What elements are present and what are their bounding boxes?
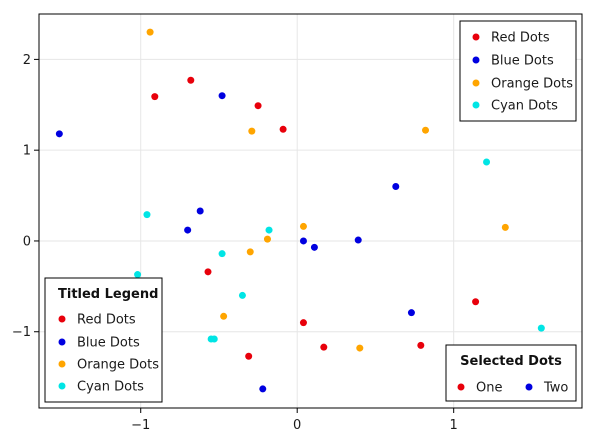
legend-marker-cyan — [472, 101, 480, 109]
legend-label-cyan: Cyan Dots — [491, 99, 558, 114]
legend-entry: Blue Dots — [472, 54, 554, 69]
data-point-red-dots — [279, 125, 287, 133]
data-point-red-dots — [417, 341, 425, 349]
plot-frame — [38, 13, 583, 409]
data-point-red-dots — [151, 93, 159, 101]
legend-marker-red — [472, 33, 480, 41]
data-point-cyan-dots — [265, 226, 273, 234]
legend-titled-title: Titled Legend — [58, 287, 158, 302]
data-point-red-dots — [299, 319, 307, 327]
legend-marker-red — [58, 315, 66, 323]
data-point-blue-dots — [354, 236, 362, 244]
y-tick-label: 1 — [23, 144, 31, 159]
data-point-cyan-dots — [210, 335, 218, 343]
legend-label-blue: Blue Dots — [77, 336, 140, 351]
y-tick-label: 0 — [23, 234, 31, 249]
data-point-orange-dots — [146, 28, 154, 36]
legend-marker-blue — [472, 56, 480, 64]
legend-label-blue: Blue Dots — [491, 54, 554, 69]
legend-top-right: Red Dots Blue Dots Orange Dots Cyan Dots — [459, 20, 577, 122]
data-point-cyan-dots — [218, 250, 226, 258]
x-tick-label: 1 — [450, 418, 458, 433]
legend-marker-orange — [58, 360, 66, 368]
data-points — [55, 28, 545, 393]
data-point-orange-dots — [422, 126, 430, 134]
data-point-orange-dots — [501, 223, 509, 231]
legend-entry: One — [457, 381, 502, 396]
data-point-orange-dots — [246, 248, 254, 256]
legend-selected-frame — [445, 344, 577, 402]
data-point-blue-dots — [310, 243, 318, 251]
data-point-red-dots — [254, 102, 262, 110]
legend-label-orange: Orange Dots — [77, 358, 159, 373]
legend-label-one: One — [476, 381, 502, 396]
legend-entry: Blue Dots — [58, 336, 140, 351]
legend-marker-cyan — [58, 382, 66, 390]
data-point-blue-dots — [299, 237, 307, 245]
y-tick-label: 2 — [23, 53, 31, 68]
legend-entry: Orange Dots — [58, 358, 159, 373]
legend-entry: Cyan Dots — [472, 99, 558, 114]
legend-label-two: Two — [543, 381, 568, 396]
legend-selected-title: Selected Dots — [460, 354, 562, 369]
legend-label-orange: Orange Dots — [491, 77, 573, 92]
data-point-cyan-dots — [134, 271, 142, 279]
axis-ticks: −1 0 1 −1 0 1 2 — [12, 53, 458, 433]
data-point-blue-dots — [184, 226, 192, 234]
data-point-red-dots — [245, 352, 253, 360]
legend-marker-orange — [472, 79, 480, 87]
x-tick-label: −1 — [131, 418, 150, 433]
x-tick-label: 0 — [293, 418, 301, 433]
legend-entry: Orange Dots — [472, 77, 573, 92]
legend-entry: Two — [525, 381, 568, 396]
legend-selected: Selected Dots One Two — [445, 344, 577, 402]
legend-label-cyan: Cyan Dots — [77, 380, 144, 395]
data-point-blue-dots — [407, 309, 415, 317]
legend-entry: Red Dots — [472, 31, 550, 46]
data-point-red-dots — [187, 76, 195, 84]
data-point-red-dots — [320, 343, 328, 351]
y-tick-label: −1 — [12, 325, 31, 340]
legend-marker-two — [525, 383, 533, 391]
data-point-blue-dots — [196, 207, 204, 215]
data-point-red-dots — [204, 268, 212, 276]
data-point-blue-dots — [392, 182, 400, 190]
data-point-cyan-dots — [483, 158, 491, 166]
legend-marker-blue — [58, 338, 66, 346]
legend-entry: Red Dots — [58, 313, 136, 328]
data-point-orange-dots — [356, 344, 364, 352]
legend-marker-one — [457, 383, 465, 391]
legend-label-red: Red Dots — [491, 31, 550, 46]
data-point-orange-dots — [263, 235, 271, 243]
data-point-blue-dots — [218, 92, 226, 100]
data-point-blue-dots — [55, 130, 63, 138]
legend-label-red: Red Dots — [77, 313, 136, 328]
data-point-orange-dots — [220, 312, 228, 320]
data-point-blue-dots — [259, 385, 267, 393]
legend-entry: Cyan Dots — [58, 380, 144, 395]
data-point-cyan-dots — [537, 324, 545, 332]
data-point-red-dots — [472, 298, 480, 306]
legend-titled: Titled Legend Red Dots Blue Dots Orange … — [44, 277, 163, 403]
data-point-cyan-dots — [143, 211, 151, 219]
data-point-orange-dots — [299, 222, 307, 230]
data-point-orange-dots — [248, 127, 256, 135]
data-point-cyan-dots — [238, 291, 246, 299]
